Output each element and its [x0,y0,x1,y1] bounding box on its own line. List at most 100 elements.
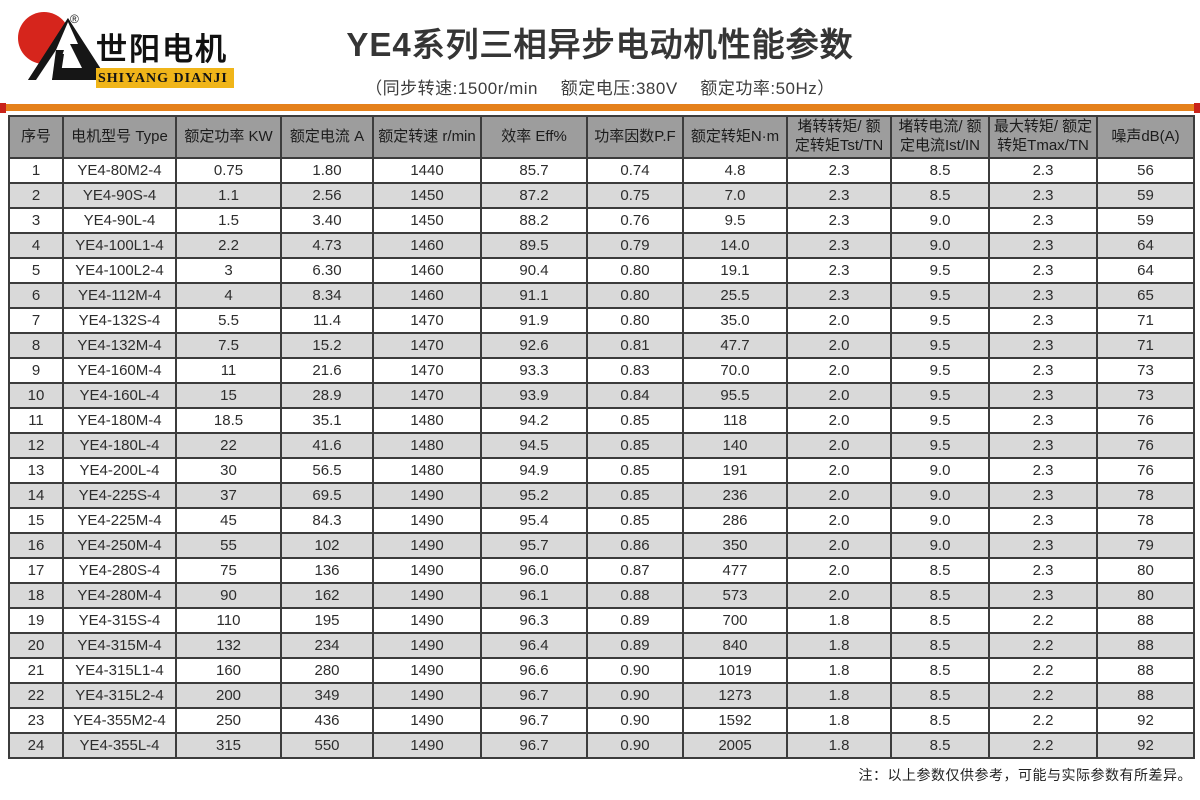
table-cell: 234 [280,632,374,659]
table-cell: 6 [8,282,64,309]
table-cell: 93.3 [480,357,588,384]
table-cell: 9.0 [890,207,990,234]
table-cell: 136 [280,557,374,584]
table-row: 20 YE4-315M-4 132 234 1490 96.4 0.89 840 1.8 8.5 2… [8,632,1195,659]
table-cell: 2.2 [988,632,1098,659]
table-cell: 2.3 [786,232,892,259]
table-row: 3 YE4-90L-4 1.5 3.40 1450 88.2 0.76 9.5 2.3 9.0 2.… [8,207,1195,234]
brand-name-cn: 世阳电机 [96,32,228,67]
table-cell: 2.3 [988,232,1098,259]
table-cell: 19.1 [682,257,788,284]
table-cell: 2.2 [988,607,1098,634]
table-cell: 21 [8,657,64,684]
table-cell: 95.7 [480,532,588,559]
table-cell: 2.3 [988,157,1098,184]
table-cell: 25.5 [682,282,788,309]
table-cell: 14.0 [682,232,788,259]
table-cell: 11.4 [280,307,374,334]
table-cell: 1470 [372,357,482,384]
logo-mark: ® [12,6,110,94]
table-cell: 96.3 [480,607,588,634]
table-cell: 2005 [682,732,788,759]
table-cell: 0.86 [586,532,684,559]
table-cell: 2.3 [988,407,1098,434]
table-cell: YE4-132S-4 [62,307,177,334]
column-header: 额定转速 r/min [372,115,482,159]
table-cell: 1.8 [786,707,892,734]
table-cell: 2.0 [786,307,892,334]
table-cell: 8.5 [890,732,990,759]
table-cell: 8.5 [890,707,990,734]
table-cell: 1470 [372,382,482,409]
table-cell: 41.6 [280,432,374,459]
table-cell: 76 [1096,432,1195,459]
table-cell: 15.2 [280,332,374,359]
table-cell: 96.1 [480,582,588,609]
table-cell: 2.3 [988,207,1098,234]
table-cell: 550 [280,732,374,759]
table-cell: 286 [682,507,788,534]
table-cell: 2.3 [786,282,892,309]
table-row: 24 YE4-355L-4 315 550 1490 96.7 0.90 2005 1.8 8.5… [8,732,1195,759]
table-cell: 23 [8,707,64,734]
table-cell: YE4-90S-4 [62,182,177,209]
table-cell: 64 [1096,257,1195,284]
table-cell: 2.3 [988,382,1098,409]
table-row: 5 YE4-100L2-4 3 6.30 1460 90.4 0.80 19.1 2.3 9.5 2… [8,257,1195,284]
table-cell: 11 [175,357,282,384]
table-cell: 1490 [372,482,482,509]
table-cell: 200 [175,682,282,709]
table-cell: 236 [682,482,788,509]
red-cap-left [0,103,6,113]
table-row: 6 YE4-112M-4 4 8.34 1460 91.1 0.80 25.5 2.3 9.5 2.… [8,282,1195,309]
table-cell: 91.9 [480,307,588,334]
table-cell: 22 [175,432,282,459]
table-cell: 1460 [372,232,482,259]
table-cell: 96.7 [480,732,588,759]
table-cell: 2.0 [786,457,892,484]
table-cell: YE4-160M-4 [62,357,177,384]
table-cell: 9.5 [890,332,990,359]
table-cell: 94.9 [480,457,588,484]
table-cell: 1273 [682,682,788,709]
table-cell: 2.3 [988,507,1098,534]
table-cell: 0.87 [586,557,684,584]
table-cell: 0.83 [586,357,684,384]
table-row: 19 YE4-315S-4 110 195 1490 96.3 0.89 700 1.8 8.5 2… [8,607,1195,634]
table-cell: 0.76 [586,207,684,234]
page-subtitle: （同步转速:1500r/min 额定电压:380V 额定功率:50Hz） [365,79,835,98]
table-cell: 2.3 [988,357,1098,384]
table-cell: 573 [682,582,788,609]
table-cell: YE4-160L-4 [62,382,177,409]
table-cell: 28.9 [280,382,374,409]
table-cell: YE4-90L-4 [62,207,177,234]
table-cell: 8 [8,332,64,359]
table-cell: 315 [175,732,282,759]
table-row: 23 YE4-355M2-4 250 436 1490 96.7 0.90 1592 1.8 8.… [8,707,1195,734]
table-cell: 92 [1096,732,1195,759]
table-cell: 35.0 [682,307,788,334]
table-cell: 2.3 [988,257,1098,284]
table-cell: 0.90 [586,732,684,759]
table-cell: 0.85 [586,507,684,534]
table-cell: 4.8 [682,157,788,184]
table-cell: 1.80 [280,157,374,184]
table-cell: 8.5 [890,157,990,184]
table-row: 1 YE4-80M2-4 0.75 1.80 1440 85.7 0.74 4.8 2.3 8.5… [8,157,1195,184]
table-cell: 1450 [372,207,482,234]
table-row: 9 YE4-160M-4 11 21.6 1470 93.3 0.83 70.0 2.0 9.5 2… [8,357,1195,384]
table-cell: 2.3 [988,482,1098,509]
column-header: 电机型号 Type [62,115,177,159]
table-cell: 2.0 [786,507,892,534]
table-cell: 9.5 [890,257,990,284]
table-cell: 4 [175,282,282,309]
table-cell: 9.0 [890,232,990,259]
table-cell: 13 [8,457,64,484]
table-cell: 2.3 [786,207,892,234]
table-cell: 18 [8,582,64,609]
column-header: 堵转电流/ 额定电流Ist/IN [890,115,990,159]
column-header: 额定电流 A [280,115,374,159]
table-row: 4 YE4-100L1-4 2.2 4.73 1460 89.5 0.79 14.0 2.3 9.… [8,232,1195,259]
table-cell: 2.3 [786,182,892,209]
table-cell: 8.5 [890,632,990,659]
